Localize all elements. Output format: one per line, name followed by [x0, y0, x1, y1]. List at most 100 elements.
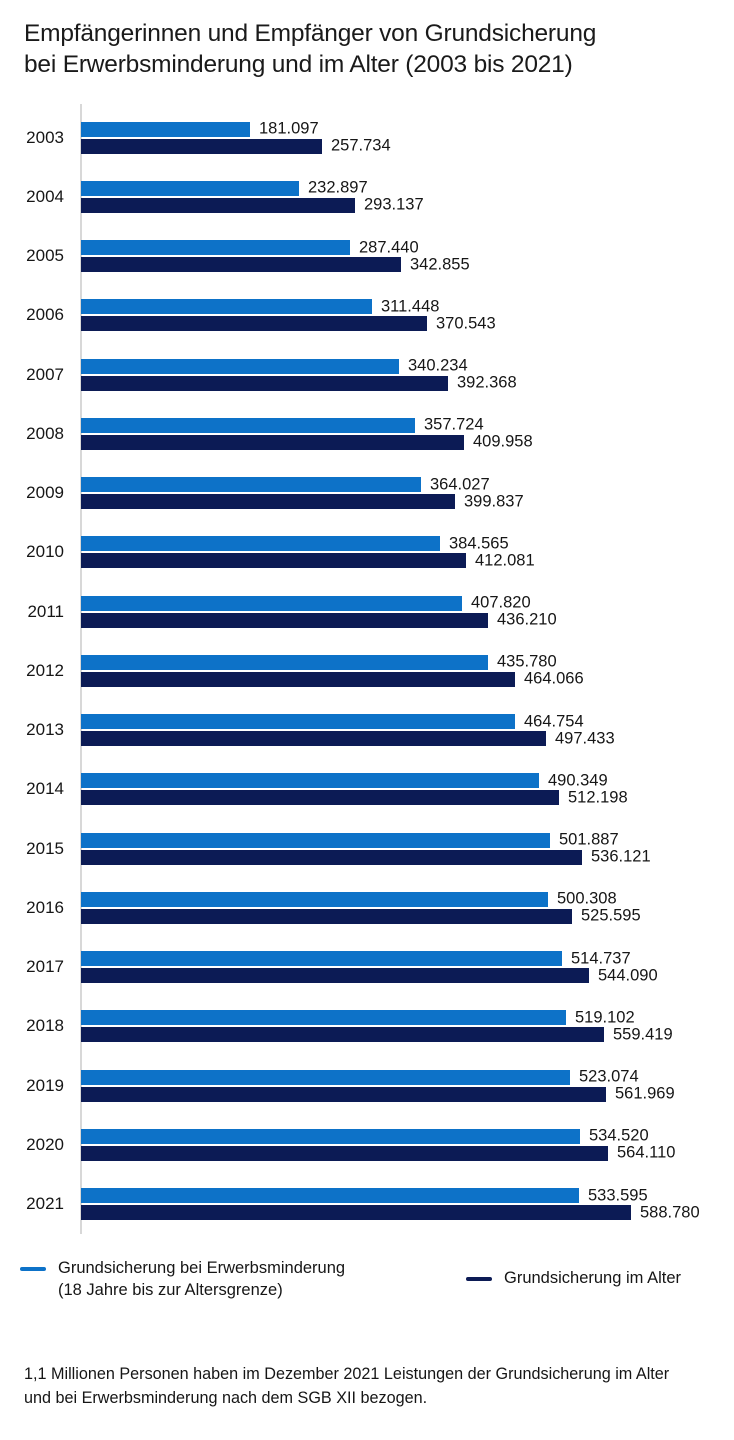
value-label: 407.820	[471, 593, 531, 612]
bar-chart: 2003 181.097 257.734 2004 232.897 293.137 2005…	[0, 104, 734, 1234]
bar-alter: 293.137	[81, 196, 424, 214]
bar-pair: 311.448 370.543	[81, 297, 496, 332]
bar-alter: 392.368	[81, 374, 517, 392]
value-label: 536.121	[591, 847, 651, 866]
bar-erwerbsminderung: 514.737	[81, 949, 631, 967]
year-row-2019: 2019 523.074 561.969	[0, 1056, 734, 1115]
bar-pair: 500.308 525.595	[81, 890, 641, 925]
bar-alter: 536.121	[81, 848, 651, 866]
value-label: 311.448	[381, 297, 440, 316]
bar-erwerbsminderung: 407.820	[81, 594, 531, 612]
value-label: 287.440	[359, 238, 419, 257]
bar-alter: 561.969	[81, 1085, 675, 1103]
footnote: 1,1 Millionen Personen haben im Dezember…	[24, 1362, 710, 1410]
bar-alter: 464.066	[81, 670, 584, 688]
value-label: 384.565	[449, 534, 509, 553]
value-label: 464.066	[524, 669, 584, 688]
year-label: 2005	[26, 246, 64, 266]
year-label: 2016	[26, 897, 64, 917]
chart-figure: Empfängerinnen und Empfänger von Grundsi…	[0, 18, 734, 1440]
year-row-2013: 2013 464.754 497.433	[0, 701, 734, 760]
year-row-2020: 2020 534.520 564.110	[0, 1115, 734, 1174]
bar-pair: 357.724 409.958	[81, 416, 533, 451]
bar-pair: 519.102 559.419	[81, 1008, 673, 1043]
bar-pair: 232.897 293.137	[81, 179, 424, 214]
bar-pair: 501.887 536.121	[81, 831, 651, 866]
bar-erwerbsminderung: 357.724	[81, 416, 484, 434]
value-label: 399.837	[464, 492, 524, 511]
bar-pair: 384.565 412.081	[81, 534, 535, 569]
year-label: 2010	[26, 542, 64, 562]
value-label: 564.110	[617, 1143, 676, 1162]
bar-alter: 342.855	[81, 255, 470, 273]
bar-alter: 564.110	[81, 1144, 675, 1162]
bar-pair: 464.754 497.433	[81, 712, 615, 747]
bar-alter: 409.958	[81, 433, 533, 451]
bar-erwerbsminderung: 534.520	[81, 1127, 649, 1145]
value-label: 501.887	[559, 830, 619, 849]
value-label: 500.308	[557, 889, 617, 908]
bar-pair: 490.349 512.198	[81, 771, 628, 806]
footnote-line-2: und bei Erwerbsminderung nach dem SGB XI…	[24, 1389, 428, 1407]
year-label: 2018	[26, 1016, 64, 1036]
bar-alter: 525.595	[81, 907, 641, 925]
bar-pair: 364.027 399.837	[81, 475, 524, 510]
year-row-2007: 2007 340.234 392.368	[0, 345, 734, 404]
value-label: 514.737	[571, 949, 631, 968]
bar-alter: 544.090	[81, 966, 658, 984]
value-label: 392.368	[457, 373, 517, 392]
bar-erwerbsminderung: 340.234	[81, 357, 468, 375]
value-label: 523.074	[579, 1067, 639, 1086]
year-row-2016: 2016 500.308 525.595	[0, 878, 734, 937]
year-row-2018: 2018 519.102 559.419	[0, 997, 734, 1056]
chart-title-line-1: Empfängerinnen und Empfänger von Grundsi…	[24, 20, 597, 47]
bar-erwerbsminderung: 500.308	[81, 890, 617, 908]
bar-alter: 370.543	[81, 314, 496, 332]
bar-alter: 257.734	[81, 137, 391, 155]
year-row-2010: 2010 384.565 412.081	[0, 523, 734, 582]
legend-label-line-1: Grundsicherung bei Erwerbsminderung	[58, 1259, 346, 1277]
year-row-2014: 2014 490.349 512.198	[0, 760, 734, 819]
legend: Grundsicherung bei Erwerbsminderung (18 …	[0, 1258, 734, 1310]
bar-alter: 497.433	[81, 729, 615, 747]
year-label: 2007	[26, 364, 64, 384]
value-label: 364.027	[430, 475, 490, 494]
value-label: 232.897	[308, 178, 368, 197]
year-row-2004: 2004 232.897 293.137	[0, 167, 734, 226]
value-label: 436.210	[497, 610, 557, 629]
year-label: 2011	[27, 601, 64, 621]
year-row-2009: 2009 364.027 399.837	[0, 464, 734, 523]
year-label: 2019	[26, 1075, 64, 1095]
value-label: 435.780	[497, 652, 557, 671]
value-label: 357.724	[424, 415, 484, 434]
chart-title-line-2: bei Erwerbsminderung und im Alter (2003 …	[24, 51, 573, 78]
bar-alter: 436.210	[81, 611, 557, 629]
value-label: 534.520	[589, 1126, 649, 1145]
value-label: 370.543	[436, 314, 496, 333]
legend-item-alter: Grundsicherung im Alter	[466, 1258, 681, 1290]
value-label: 525.595	[581, 906, 641, 925]
value-label: 340.234	[408, 356, 468, 375]
bar-erwerbsminderung: 523.074	[81, 1068, 639, 1086]
bar-pair: 435.780 464.066	[81, 653, 584, 688]
value-label: 257.734	[331, 136, 391, 155]
bar-erwerbsminderung: 384.565	[81, 534, 509, 552]
bar-pair: 534.520 564.110	[81, 1127, 675, 1162]
bar-alter: 412.081	[81, 551, 535, 569]
year-row-2011: 2011 407.820 436.210	[0, 582, 734, 641]
legend-label-erwerbsminderung: Grundsicherung bei Erwerbsminderung (18 …	[58, 1258, 345, 1301]
legend-marker-erwerbsminderung-icon	[20, 1267, 46, 1271]
bar-pair: 533.595 588.780	[81, 1186, 700, 1221]
year-row-2005: 2005 287.440 342.855	[0, 227, 734, 286]
bar-erwerbsminderung: 181.097	[81, 120, 319, 138]
year-row-2017: 2017 514.737 544.090	[0, 938, 734, 997]
year-label: 2012	[26, 660, 64, 680]
bar-alter: 559.419	[81, 1025, 673, 1043]
bar-erwerbsminderung: 464.754	[81, 712, 584, 730]
value-label: 409.958	[473, 432, 533, 451]
year-label: 2020	[26, 1134, 64, 1154]
year-row-2012: 2012 435.780 464.066	[0, 641, 734, 700]
value-label: 464.754	[524, 712, 584, 731]
year-label: 2004	[26, 186, 64, 206]
bar-erwerbsminderung: 232.897	[81, 179, 368, 197]
